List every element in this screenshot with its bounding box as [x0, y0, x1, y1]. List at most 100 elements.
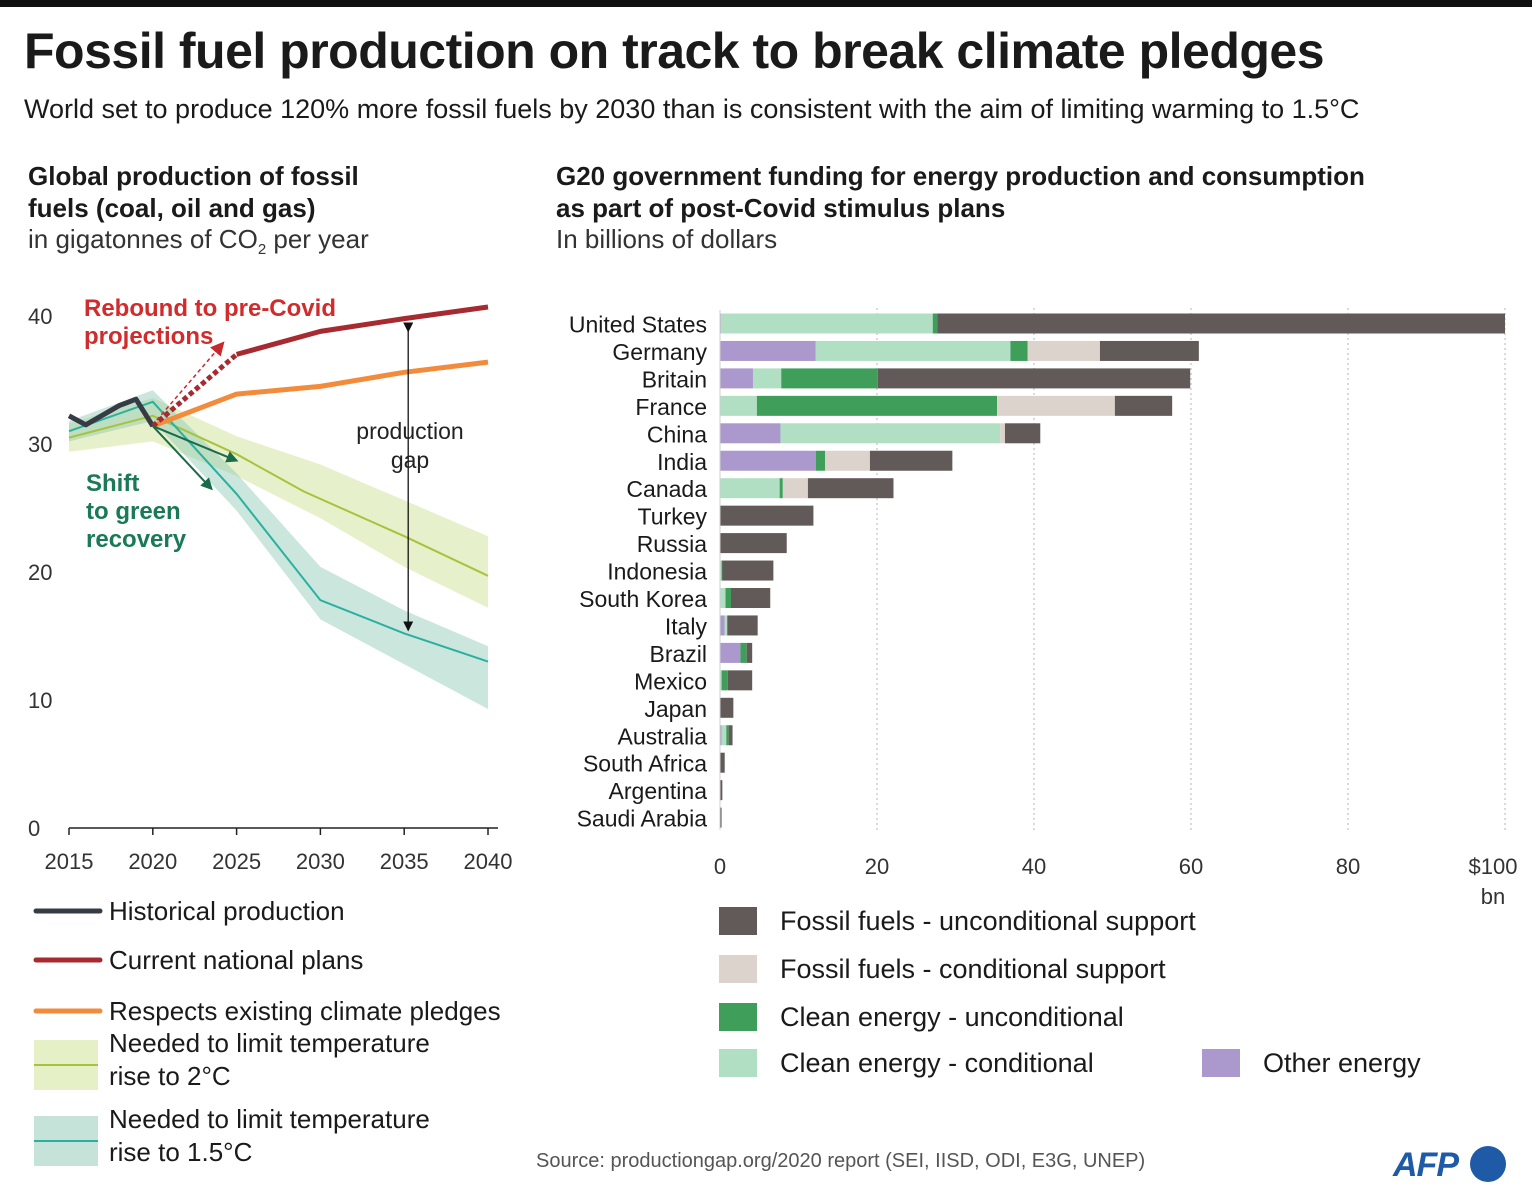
bar-legend-swatch — [719, 907, 757, 935]
bar-segment — [722, 560, 774, 581]
bar-segment — [724, 615, 728, 636]
rebound-dotted-line — [151, 352, 239, 428]
bar-x-tick-label: 20 — [865, 854, 889, 879]
bar-segment — [1010, 340, 1028, 361]
bar-category-label: Russia — [637, 531, 708, 557]
bar-segment — [720, 615, 725, 636]
rebound-label: Rebound to pre-Covid — [84, 295, 336, 322]
bar-category-label: South Korea — [579, 586, 707, 612]
bar-chart-unit: In billions of dollars — [556, 224, 778, 254]
line-x-tick-label: 2015 — [45, 849, 94, 874]
bar-category-label: India — [657, 449, 707, 475]
bar-segment — [782, 478, 808, 499]
legend-1-5c-label: Needed to limit temperature — [109, 1104, 430, 1134]
afp-logo-dot — [1470, 1146, 1506, 1182]
rebound-arrow — [156, 341, 225, 421]
line-y-tick-label: 10 — [28, 688, 52, 713]
line-y-tick-label: 30 — [28, 432, 52, 457]
series-current-plans-line — [235, 304, 489, 357]
series-2c-line — [68, 414, 489, 577]
green-recovery-arrow — [152, 425, 213, 491]
bar-segment — [727, 615, 729, 636]
legend-2c-label: rise to 2°C — [109, 1061, 231, 1091]
bar-x-tick-label: 60 — [1179, 854, 1203, 879]
bar-segment — [720, 313, 722, 334]
bar-segment — [932, 313, 938, 334]
bar-segment — [1027, 340, 1100, 361]
bar-legend-swatch — [1202, 1049, 1240, 1077]
bar-category-label: Australia — [618, 723, 708, 749]
bar-segment — [727, 615, 758, 636]
bar-segment — [815, 450, 826, 471]
bar-category-label: Canada — [626, 476, 707, 502]
bar-segment — [720, 450, 816, 471]
bar-legend-label: Other energy — [1263, 1048, 1421, 1078]
bar-segment — [997, 395, 1115, 416]
bar-segment — [720, 505, 814, 526]
shift-label: Shift — [86, 470, 139, 497]
bar-category-label: Germany — [612, 339, 707, 365]
bar-segment — [869, 450, 953, 471]
green-recovery-arrow — [152, 425, 239, 463]
legend-2c-label: Needed to limit temperature — [109, 1028, 430, 1058]
bar-category-label: United States — [569, 312, 707, 338]
bar-segment — [756, 395, 998, 416]
series-historical-line — [67, 396, 155, 428]
bar-segment — [807, 478, 894, 499]
page-title: Fossil fuel production on track to break… — [24, 23, 1325, 79]
line-chart-title: Global production of fossil fuels (coal,… — [28, 161, 359, 223]
bar-legend-label: Clean energy - conditional — [780, 1048, 1094, 1078]
bar-chart-title: G20 government funding for energy produc… — [556, 161, 1365, 223]
legend-current-plans-label: Current national plans — [109, 945, 363, 975]
legend-pledges-label: Respects existing climate pledges — [109, 996, 501, 1026]
bar-segment — [720, 368, 753, 389]
line-x-tick-label: 2035 — [380, 849, 429, 874]
bar-legend-swatch — [719, 1003, 757, 1031]
bar-category-label: Turkey — [638, 504, 708, 530]
source-note: Source: productiongap.org/2020 report (S… — [536, 1150, 1146, 1172]
bar-segment — [720, 697, 734, 718]
bar-segment — [720, 780, 723, 801]
gap-label: gap — [391, 447, 429, 473]
line-x-tick-label: 2020 — [128, 849, 177, 874]
bar-legend-label: Fossil fuels - conditional support — [780, 954, 1166, 984]
bar-segment — [740, 642, 747, 663]
line-x-tick-label: 2025 — [212, 849, 261, 874]
line-x-tick-label: 2040 — [464, 849, 513, 874]
bar-segment — [720, 340, 816, 361]
bar-segment — [730, 588, 771, 608]
legend-1-5c-label: rise to 1.5°C — [109, 1137, 252, 1167]
series-pledges-line — [151, 359, 489, 429]
bar-x-tick-label: $100 — [1469, 854, 1518, 879]
bar-segment — [721, 560, 724, 581]
line-x-tick-label: 2030 — [296, 849, 345, 874]
rebound-label: projections — [84, 323, 213, 350]
bar-category-label: Saudi Arabia — [577, 806, 708, 832]
shift-label: to green — [86, 498, 181, 525]
bar-segment — [720, 423, 781, 444]
bar-category-label: Britain — [642, 366, 707, 392]
line-y-tick-label: 0 — [28, 816, 40, 841]
bar-segment — [1099, 340, 1199, 361]
bar-segment — [726, 725, 729, 746]
bar-segment — [728, 725, 733, 746]
bar-category-label: South Africa — [583, 751, 707, 777]
bar-category-label: Argentina — [609, 778, 708, 804]
gap-label: production — [356, 418, 463, 444]
bar-segment — [720, 588, 726, 608]
bar-legend-swatch — [719, 1049, 757, 1077]
bar-segment — [752, 368, 782, 389]
afp-logo: AFP — [1393, 1146, 1459, 1184]
bar-category-label: Japan — [644, 696, 707, 722]
bar-x-tick-label: 80 — [1336, 854, 1360, 879]
bar-segment — [720, 752, 725, 773]
bar-legend-label: Clean energy - unconditional — [780, 1002, 1124, 1032]
bar-segment — [727, 670, 753, 691]
bar-segment — [720, 725, 722, 746]
page-subtitle: World set to produce 120% more fossil fu… — [24, 94, 1360, 124]
bar-segment — [1114, 395, 1173, 416]
bar-legend-label: Fossil fuels - unconditional support — [780, 906, 1196, 936]
bar-x-tick-label: 40 — [1022, 854, 1046, 879]
bar-segment — [725, 588, 731, 608]
